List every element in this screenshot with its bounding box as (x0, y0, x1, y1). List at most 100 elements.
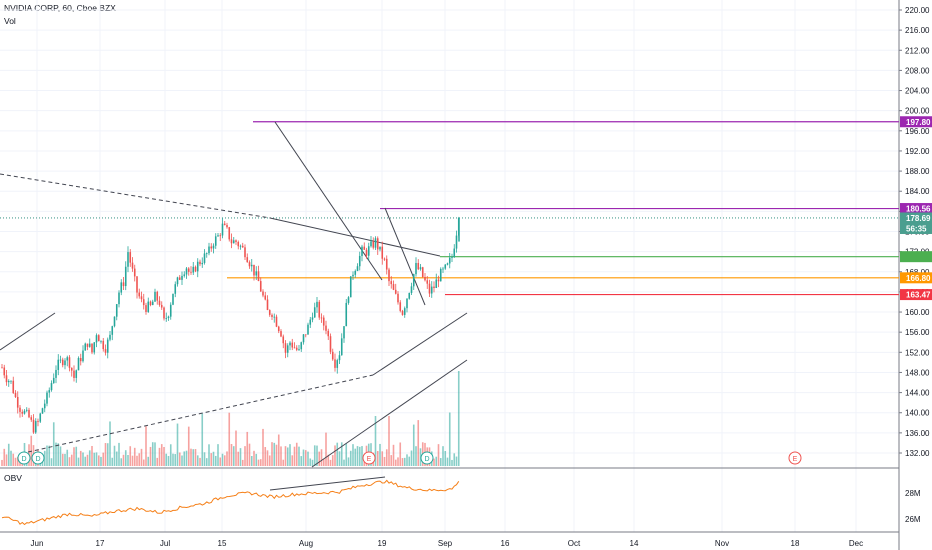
volume-bar (124, 450, 127, 466)
volume-bar (444, 451, 447, 466)
candle-body (286, 345, 289, 353)
candle-body (262, 291, 264, 296)
volume-bar (340, 442, 343, 466)
volume-bar (246, 431, 249, 466)
volume-bar (264, 447, 267, 466)
price-tick-label: 220.00 (905, 6, 930, 15)
event-marker-label: E (367, 456, 372, 463)
volume-bar (451, 459, 453, 466)
volume-bar (203, 452, 206, 466)
candle-body (104, 349, 107, 353)
candle-body (113, 316, 116, 327)
event-marker (362, 451, 376, 465)
candle-body (25, 409, 28, 411)
trendline (384, 207, 426, 306)
candle-body (293, 347, 296, 349)
candle-body (194, 266, 197, 272)
volume-bar (100, 456, 102, 466)
candle-body (190, 271, 192, 273)
obv-tick-label: 26M (905, 515, 921, 524)
volume-bar (352, 444, 354, 466)
volume-bars (1, 371, 460, 466)
volume-bar (221, 453, 224, 466)
price-tick-label: 188.00 (905, 167, 930, 176)
price-tick-label: 200.00 (905, 107, 930, 116)
candle-body (394, 289, 397, 294)
candle-body (419, 267, 422, 270)
candle-body (244, 247, 246, 258)
volume-bar (453, 453, 456, 466)
volume-bar (169, 444, 172, 466)
volume-bar (140, 448, 143, 466)
volume-bar (345, 443, 348, 466)
candle-body (64, 360, 66, 366)
candle-body (253, 264, 255, 276)
price-tick-label: 208.00 (905, 66, 930, 75)
price-tick-label: 140.00 (905, 409, 930, 418)
volume-bar (64, 453, 66, 466)
trendline (27, 374, 374, 453)
price-tick-label: 148.00 (905, 368, 930, 377)
volume-bar (79, 450, 82, 466)
obv-pane (1, 476, 460, 526)
volume-bar (448, 412, 451, 466)
volume-bar (106, 443, 109, 466)
candle-body (95, 335, 98, 343)
candle-body (32, 419, 35, 433)
candle-body (66, 357, 69, 361)
candle-body (426, 280, 429, 284)
volume-bar (77, 457, 80, 466)
volume-bar (219, 457, 222, 466)
volume-bar (455, 456, 458, 466)
volume-bar (273, 442, 276, 466)
candle-body (57, 359, 60, 370)
candle-body (338, 355, 341, 361)
volume-bar (316, 445, 318, 466)
volume-bar (160, 444, 163, 466)
candle-body (424, 276, 426, 281)
candle-body (19, 407, 21, 412)
trendline (372, 312, 468, 376)
volume-bar (381, 451, 384, 466)
candle-body (86, 343, 89, 347)
candle-body (169, 304, 172, 317)
candle-body (381, 246, 384, 259)
volume-bar (192, 449, 195, 466)
candle-body (37, 421, 39, 422)
candle-body (70, 367, 73, 371)
candle-body (97, 335, 100, 342)
volume-bar (52, 422, 55, 466)
volume-bar (318, 451, 321, 466)
volume-bar (309, 458, 312, 466)
time-tick-label: Aug (299, 539, 313, 548)
candle-body (322, 317, 325, 326)
volume-bar (151, 442, 154, 466)
candle-body (199, 261, 201, 265)
volume-bar (255, 453, 258, 466)
volume-bar (327, 454, 330, 466)
time-tick-label: 14 (630, 539, 639, 548)
candle-body (48, 390, 51, 393)
volume-bar (201, 413, 204, 466)
volume-bar (187, 426, 190, 466)
price-label-text: 163.47 (906, 291, 931, 300)
volume-bar (66, 449, 69, 466)
volume-bar (97, 455, 100, 466)
candle-body (455, 235, 458, 249)
volume-bar (46, 445, 48, 466)
volume-bar (419, 448, 422, 466)
volume-bar (376, 450, 379, 466)
volume-bar (138, 453, 141, 466)
volume-bar (48, 445, 51, 466)
candle-body (196, 261, 199, 272)
volume-bar (93, 452, 96, 466)
volume-bar (392, 444, 395, 466)
volume-bar (457, 371, 460, 466)
volume-bar (262, 428, 264, 466)
candle-body (61, 359, 64, 366)
candle-body (12, 380, 15, 394)
volume-bar (280, 446, 282, 466)
candle-body (280, 331, 282, 337)
candle-body (444, 264, 447, 269)
